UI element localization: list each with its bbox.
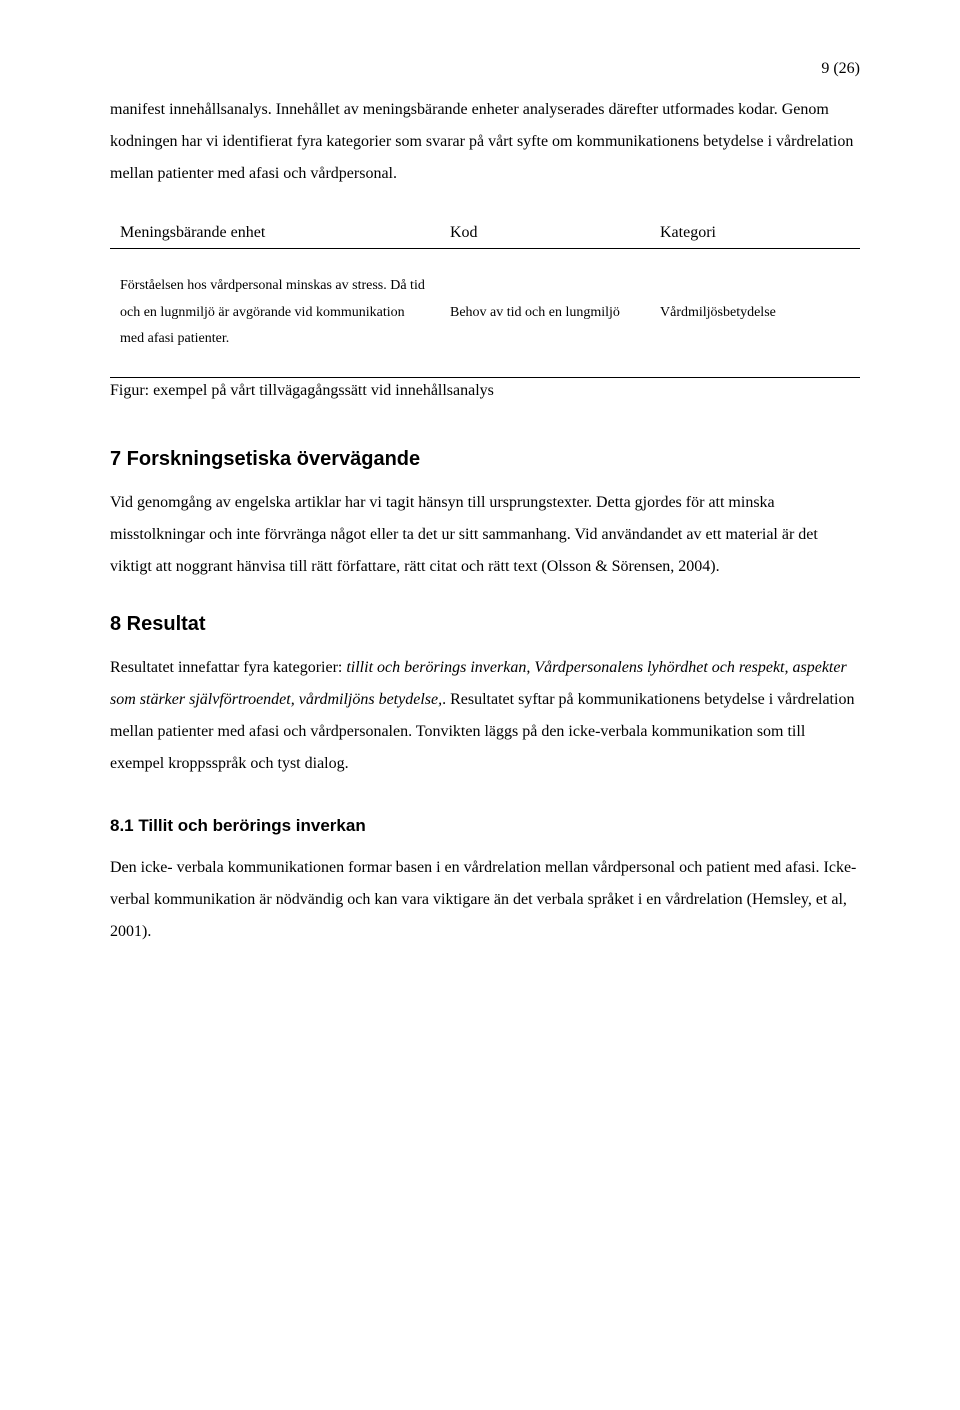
page-number: 9 (26) [110, 60, 860, 78]
section-8-1-heading: 8.1 Tillit och berörings inverkan [110, 816, 860, 836]
table-row: Förståelsen hos vårdpersonal minskas av … [110, 249, 860, 378]
td-code: Behov av tid och en lungmiljö [440, 249, 650, 378]
th-category: Kategori [650, 218, 860, 249]
figure-caption: Figur: exempel på vårt tillvägagångssätt… [110, 382, 860, 400]
section-7-heading: 7 Forskningsetiska övervägande [110, 448, 860, 471]
section-8-1-body: Den icke- verbala kommunikationen formar… [110, 852, 860, 948]
section-7-body: Vid genomgång av engelska artiklar har v… [110, 487, 860, 583]
table-header-row: Meningsbärande enhet Kod Kategori [110, 218, 860, 249]
page-container: 9 (26) manifest innehållsanalys. Innehål… [0, 0, 960, 1036]
analysis-table: Meningsbärande enhet Kod Kategori Förstå… [110, 218, 860, 378]
td-category: Vårdmiljösbetydelse [650, 249, 860, 378]
th-meaning-unit: Meningsbärande enhet [110, 218, 440, 249]
intro-paragraph: manifest innehållsanalys. Innehållet av … [110, 94, 860, 190]
section-8-body: Resultatet innefattar fyra kategorier: t… [110, 652, 860, 780]
section-8-body-pre: Resultatet innefattar fyra kategorier: [110, 659, 346, 676]
th-code: Kod [440, 218, 650, 249]
section-8-heading: 8 Resultat [110, 613, 860, 636]
td-meaning-unit: Förståelsen hos vårdpersonal minskas av … [110, 249, 440, 378]
